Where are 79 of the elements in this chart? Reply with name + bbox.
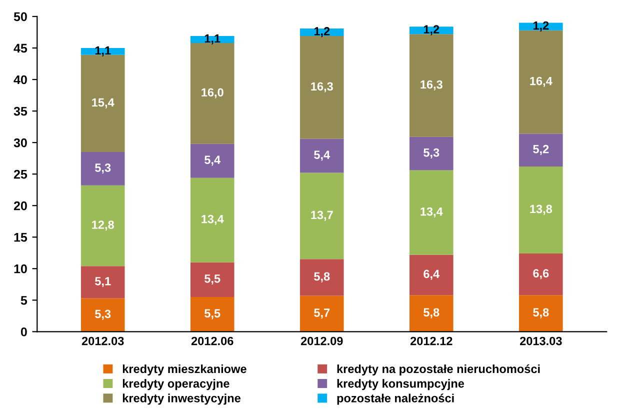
bar bbox=[519, 134, 563, 167]
bar bbox=[190, 144, 234, 178]
data-label: 5,5 bbox=[204, 274, 220, 285]
data-label: 12,8 bbox=[92, 220, 114, 231]
bar bbox=[300, 36, 344, 139]
data-label: 5,3 bbox=[95, 310, 111, 320]
bar bbox=[190, 296, 234, 332]
data-label: 16,4 bbox=[530, 76, 552, 87]
x-tick-label: 2012.09 bbox=[300, 336, 343, 346]
y-tick-label: 40 bbox=[14, 75, 27, 84]
bar bbox=[80, 266, 125, 298]
data-label: 13,4 bbox=[202, 214, 224, 225]
y-tick-label: 5 bbox=[20, 296, 28, 305]
bar bbox=[409, 295, 454, 332]
data-label: 5,3 bbox=[424, 148, 440, 158]
y-tick-label: 30 bbox=[14, 138, 27, 148]
data-label: 1,1 bbox=[95, 46, 111, 56]
x-tick-label: 2013.03 bbox=[520, 336, 562, 346]
data-label: 5,5 bbox=[204, 309, 220, 320]
data-label: 5,8 bbox=[424, 308, 440, 318]
bar bbox=[519, 166, 563, 254]
y-tick-label: 45 bbox=[14, 44, 28, 53]
y-tick-label: 25 bbox=[14, 170, 28, 179]
bar bbox=[409, 254, 454, 296]
y-tick-label: 10 bbox=[14, 264, 27, 274]
bar bbox=[300, 138, 344, 173]
bar bbox=[519, 295, 563, 332]
y-tick-label: 0 bbox=[20, 327, 27, 336]
data-label: 6,6 bbox=[533, 269, 549, 280]
bar bbox=[300, 259, 344, 296]
x-tick-label: 2012.12 bbox=[410, 336, 452, 346]
data-label: 5,8 bbox=[314, 272, 330, 282]
data-label: 1,2 bbox=[314, 27, 330, 38]
data-label: 13,8 bbox=[530, 204, 552, 215]
data-label: 1,2 bbox=[424, 25, 440, 36]
legend-label: kredyty operacyjne bbox=[122, 379, 230, 390]
bar bbox=[80, 185, 125, 266]
data-label: 1,2 bbox=[533, 21, 549, 32]
legend-label: pozostałe należności bbox=[337, 394, 454, 405]
bar bbox=[80, 48, 125, 55]
bar bbox=[409, 34, 454, 137]
bar bbox=[80, 152, 125, 186]
legend-label: kredyty inwestycyjne bbox=[122, 394, 240, 405]
data-label: 5,8 bbox=[533, 308, 549, 318]
data-label: 5,1 bbox=[95, 277, 111, 288]
legend-label: kredyty na pozostałe nieruchomości bbox=[337, 364, 540, 376]
y-tick-label: 50 bbox=[14, 12, 27, 22]
bar bbox=[519, 30, 563, 134]
bar bbox=[190, 36, 234, 43]
bar bbox=[409, 170, 454, 255]
bar bbox=[190, 262, 234, 297]
legend-label: kredyty konsumpcyjne bbox=[337, 379, 464, 390]
data-label: 5,4 bbox=[314, 150, 330, 161]
y-tick-label: 15 bbox=[14, 233, 28, 242]
x-tick-label: 2012.03 bbox=[82, 336, 124, 346]
data-label: 1,1 bbox=[204, 34, 220, 44]
bar bbox=[409, 136, 454, 170]
data-label: 16,0 bbox=[202, 88, 224, 98]
y-tick-label: 35 bbox=[14, 106, 28, 116]
bar bbox=[80, 298, 125, 332]
data-label: 5,7 bbox=[314, 308, 330, 319]
x-tick-label: 2012.06 bbox=[191, 336, 234, 346]
data-label: 16,3 bbox=[420, 80, 442, 90]
data-label: 13,7 bbox=[311, 210, 333, 221]
bar bbox=[190, 178, 234, 262]
bar bbox=[300, 296, 344, 332]
data-label: 5,3 bbox=[95, 164, 111, 174]
data-label: 16,3 bbox=[311, 82, 333, 92]
bar bbox=[190, 42, 234, 144]
bar bbox=[300, 172, 344, 260]
data-label: 5,4 bbox=[204, 156, 221, 166]
bar bbox=[80, 54, 125, 152]
data-label: 5,2 bbox=[533, 144, 549, 155]
bar bbox=[519, 253, 563, 296]
data-label: 6,4 bbox=[424, 270, 440, 280]
data-label: 13,4 bbox=[420, 207, 443, 218]
y-tick-label: 20 bbox=[14, 201, 27, 210]
legend-label: kredyty mieszkaniowe bbox=[122, 364, 246, 376]
data-label: 15,4 bbox=[92, 98, 114, 108]
